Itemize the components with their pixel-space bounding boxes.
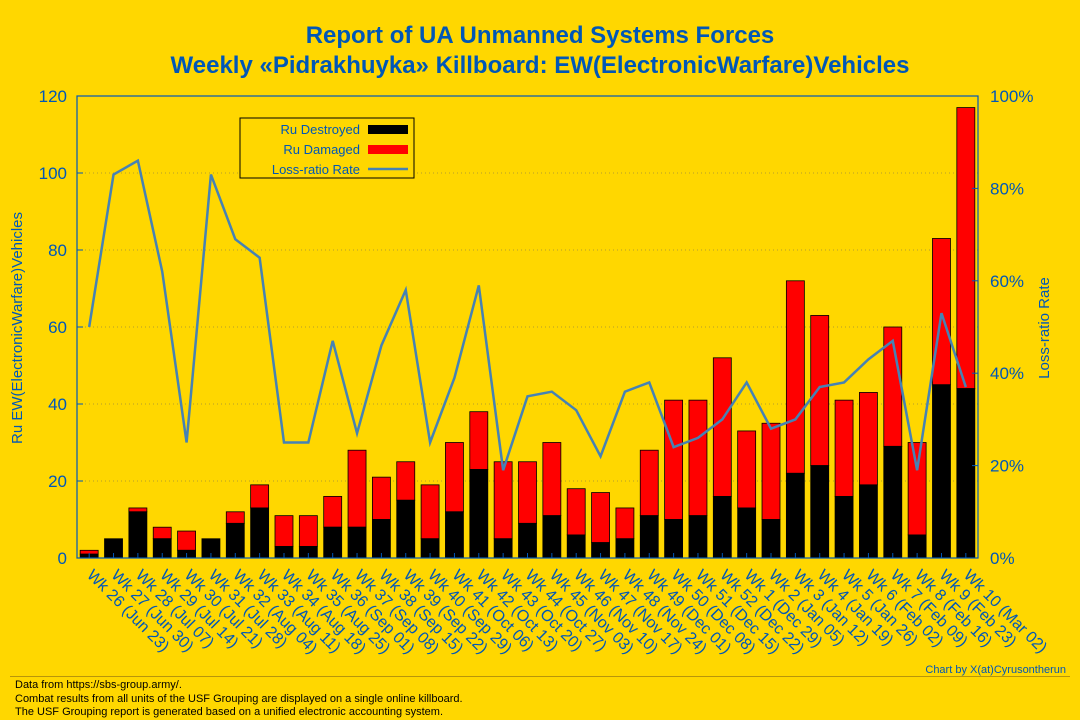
bar-destroyed bbox=[810, 465, 830, 559]
chart-subtitle: Weekly «Pidrakhuyka» Killboard: EW(Elect… bbox=[170, 52, 910, 79]
bar-destroyed bbox=[250, 507, 270, 559]
loss-ratio-series-line bbox=[87, 158, 968, 471]
bar-damaged bbox=[177, 530, 196, 551]
bar-destroyed bbox=[469, 469, 489, 559]
bar-damaged bbox=[250, 484, 270, 509]
bar-damaged bbox=[420, 484, 440, 540]
bar-marks bbox=[79, 107, 976, 559]
bar-damaged bbox=[128, 507, 148, 513]
bar-destroyed bbox=[956, 388, 976, 559]
bar-damaged bbox=[371, 476, 391, 520]
bar-destroyed bbox=[128, 511, 148, 559]
y2-tick-label: 0% bbox=[990, 549, 1015, 568]
bar-destroyed bbox=[639, 515, 659, 559]
y-axis-label: Ru EW(ElectronicWarfare)Vehicles bbox=[9, 212, 26, 444]
footer-divider bbox=[10, 676, 1070, 677]
bar-damaged bbox=[688, 399, 708, 517]
bar-damaged bbox=[298, 515, 318, 547]
bar-damaged bbox=[396, 461, 416, 501]
bar-destroyed bbox=[883, 445, 903, 559]
bar-destroyed bbox=[664, 519, 684, 559]
legend-label: Ru Destroyed bbox=[281, 122, 360, 137]
y2-tick-label: 80% bbox=[990, 179, 1024, 198]
bar-damaged bbox=[615, 507, 635, 540]
y-tick-label: 60 bbox=[48, 318, 67, 337]
bar-destroyed bbox=[518, 522, 537, 559]
legend: Ru Destroyed Ru Damaged Loss-ratio Rate bbox=[239, 117, 415, 179]
bar-destroyed bbox=[834, 495, 854, 559]
bar-destroyed bbox=[688, 515, 708, 559]
bar-damaged bbox=[518, 461, 537, 524]
y2-tick-label: 100% bbox=[990, 87, 1033, 106]
y2-tick-label: 20% bbox=[990, 457, 1024, 476]
bar-damaged bbox=[810, 315, 830, 467]
y2-tick-label: 60% bbox=[990, 272, 1024, 291]
bar-destroyed bbox=[932, 384, 951, 559]
footer-line-2: Combat results from all units of the USF… bbox=[15, 693, 463, 705]
bar-destroyed bbox=[785, 472, 805, 559]
y-tick-label: 0 bbox=[58, 549, 67, 568]
bar-destroyed bbox=[761, 519, 781, 559]
bar-damaged bbox=[566, 488, 586, 536]
bar-damaged bbox=[859, 392, 878, 486]
bar-damaged bbox=[737, 430, 757, 509]
legend-swatch bbox=[368, 125, 408, 134]
left-axis-ticks: 0 20 40 60 80 100 120 bbox=[39, 87, 83, 568]
y2-axis-label: Loss-ratio Rate bbox=[1036, 277, 1053, 379]
bar-damaged bbox=[347, 449, 367, 528]
bar-damaged bbox=[639, 449, 659, 517]
legend-label: Loss-ratio Rate bbox=[272, 162, 360, 177]
right-axis-ticks: 0% 20% 40% 60% 80% 100% bbox=[972, 87, 1033, 568]
bar-destroyed bbox=[542, 515, 562, 559]
bar-destroyed bbox=[371, 519, 391, 559]
y-tick-label: 40 bbox=[48, 395, 67, 414]
y-tick-label: 20 bbox=[48, 472, 67, 491]
bar-damaged bbox=[932, 238, 951, 386]
bar-destroyed bbox=[859, 484, 878, 559]
x-axis-ticks: Wk 26 (Jun 23)Wk 27 (Jun 30)Wk 28 (Jul 0… bbox=[83, 553, 1050, 657]
bar-damaged bbox=[785, 280, 805, 474]
y-tick-label: 80 bbox=[48, 241, 67, 260]
bar-damaged bbox=[493, 461, 513, 540]
loss-ratio-line bbox=[87, 158, 968, 471]
bar-damaged bbox=[274, 515, 294, 547]
bar-damaged bbox=[225, 511, 245, 524]
bar-damaged bbox=[542, 442, 562, 517]
bar-damaged bbox=[591, 492, 610, 543]
legend-label: Ru Damaged bbox=[283, 142, 360, 157]
bar-damaged bbox=[712, 357, 732, 497]
bar-destroyed bbox=[396, 499, 416, 559]
bar-destroyed bbox=[445, 511, 464, 559]
bar-destroyed bbox=[737, 507, 757, 559]
legend-swatch bbox=[368, 145, 408, 154]
bar-damaged bbox=[907, 442, 927, 536]
chart-credit: Chart by X(at)Cyrusontherun bbox=[925, 664, 1066, 676]
bar-damaged bbox=[834, 399, 854, 497]
y-tick-label: 100 bbox=[39, 164, 67, 183]
footer-line-3: The USF Grouping report is generated bas… bbox=[15, 706, 444, 718]
y-tick-label: 120 bbox=[39, 87, 67, 106]
bar-damaged bbox=[445, 442, 464, 513]
bar-damaged bbox=[152, 526, 172, 540]
y2-tick-label: 40% bbox=[990, 364, 1024, 383]
chart-title: Report of UA Unmanned Systems Forces bbox=[305, 22, 775, 49]
bar-damaged bbox=[664, 399, 684, 520]
bar-destroyed bbox=[225, 522, 245, 559]
bar-damaged bbox=[469, 411, 489, 470]
bar-damaged bbox=[761, 422, 781, 520]
bar-destroyed bbox=[712, 495, 732, 559]
bar-damaged bbox=[323, 495, 343, 528]
bar-damaged bbox=[956, 107, 976, 389]
footer-line-1: Data from https://sbs-group.army/. bbox=[15, 679, 182, 691]
